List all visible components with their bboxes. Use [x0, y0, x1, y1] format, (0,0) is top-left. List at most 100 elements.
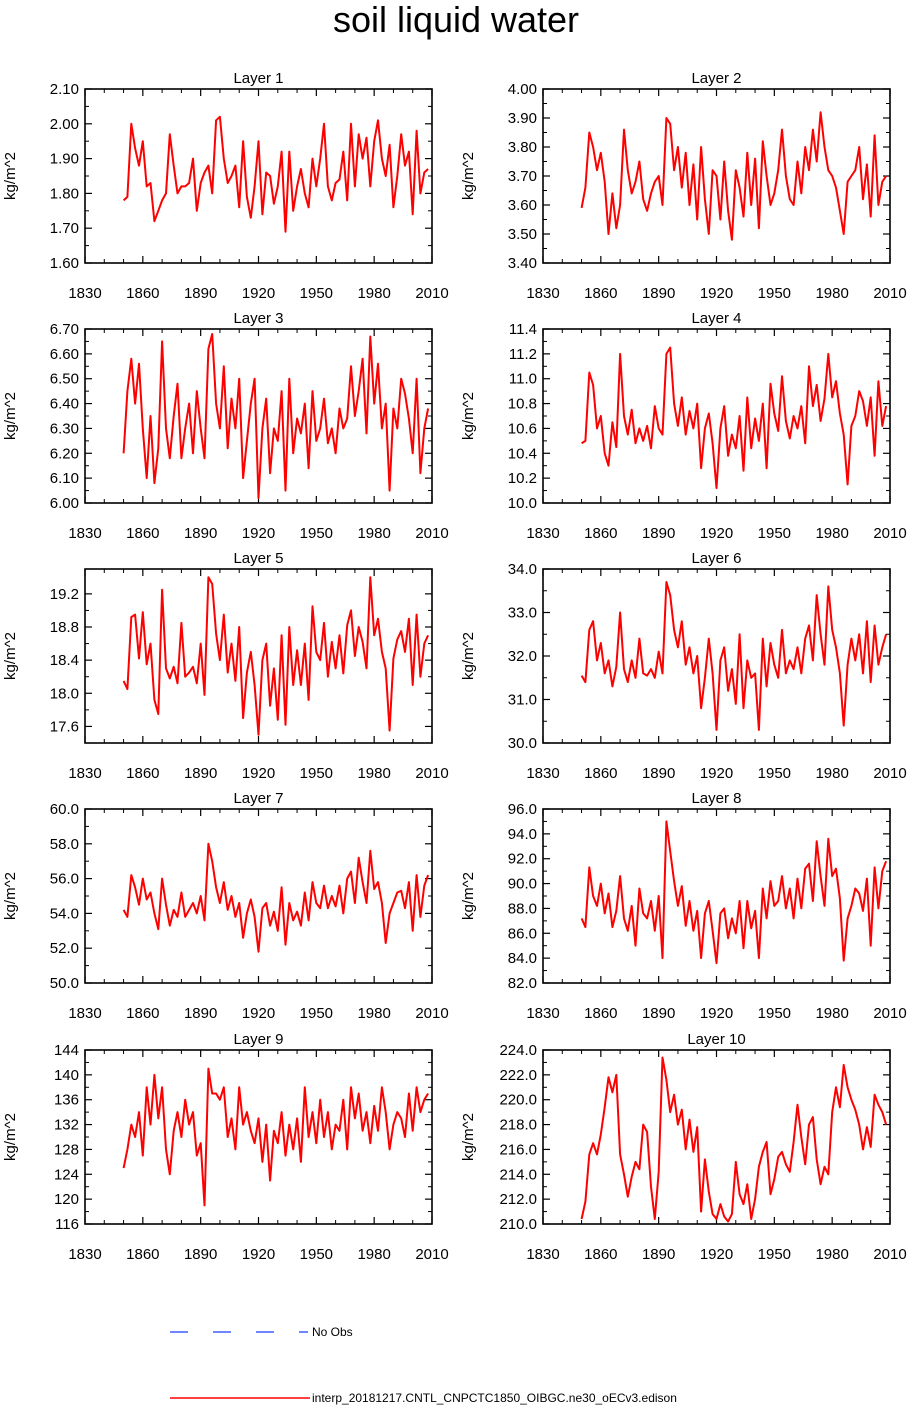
y-tick-label: 10.6: [508, 420, 537, 437]
y-tick-label: 50.0: [50, 975, 79, 992]
plot-frame: [542, 328, 891, 504]
y-tick-label: 4.00: [508, 81, 537, 98]
y-tick-label: 1.60: [50, 255, 79, 272]
x-tick-label: 1830: [526, 1005, 559, 1022]
x-tick-label: 1950: [300, 765, 333, 782]
x-tick-label: 2010: [873, 1005, 906, 1022]
chart-layer-9: Layer 9 kg/m^2 1830 1860 1890 1920 1950 1980 201…: [2, 1031, 449, 1263]
x-tick-label: 2010: [415, 525, 448, 542]
y-tick-label: 6.50: [50, 371, 79, 388]
plot-frame: [542, 568, 891, 744]
legend-model-swatch: [170, 1397, 310, 1399]
y-tick-label: 86.0: [508, 925, 537, 942]
x-tick-label: 1920: [242, 525, 275, 542]
x-tick-label: 1980: [815, 765, 848, 782]
chart-title: Layer 4: [691, 310, 741, 327]
y-tick-label: 82.0: [508, 975, 537, 992]
plot-frame: [84, 88, 433, 264]
x-tick-label: 1860: [126, 1005, 159, 1022]
y-tick-label: 6.10: [50, 470, 79, 487]
y-tick-label: 54.0: [50, 905, 79, 922]
y-tick-label: 1.80: [50, 185, 79, 202]
x-tick-label: 1830: [68, 765, 101, 782]
y-tick-label: 56.0: [50, 871, 79, 888]
y-tick-label: 128: [54, 1141, 79, 1158]
plot-frame: [84, 1049, 433, 1225]
chart-title: Layer 7: [233, 790, 283, 807]
x-tick-label: 2010: [873, 765, 906, 782]
y-tick-label: 132: [54, 1117, 79, 1134]
y-tick-label: 224.0: [499, 1042, 537, 1059]
y-tick-label: 58.0: [50, 836, 79, 853]
x-tick-label: 2010: [873, 1246, 906, 1263]
x-tick-label: 1980: [357, 285, 390, 302]
y-tick-label: 3.70: [508, 168, 537, 185]
x-tick-label: 1920: [242, 1246, 275, 1263]
plot-frame: [84, 808, 433, 984]
x-tick-label: 1860: [584, 1005, 617, 1022]
y-tick-label: 144: [54, 1042, 79, 1059]
y-tick-label: 116: [55, 1216, 79, 1233]
y-axis-label: kg/m^2: [2, 392, 19, 440]
x-tick-label: 1830: [526, 285, 559, 302]
x-tick-label: 1830: [68, 525, 101, 542]
legend-obs: No Obs: [170, 1322, 470, 1342]
chart-layer-4: Layer 4 kg/m^2 1830 1860 1890 1920 1950 1980 201…: [460, 310, 907, 542]
x-tick-label: 1950: [758, 1246, 791, 1263]
y-axis-label: kg/m^2: [460, 632, 477, 680]
x-tick-label: 1890: [184, 1246, 217, 1263]
x-tick-label: 1980: [815, 1005, 848, 1022]
x-tick-label: 1860: [584, 1246, 617, 1263]
data-series-line: [580, 581, 888, 731]
y-tick-label: 6.00: [50, 495, 79, 512]
x-tick-label: 1830: [68, 1246, 101, 1263]
x-tick-label: 1980: [815, 285, 848, 302]
y-axis-label: kg/m^2: [2, 632, 19, 680]
x-tick-label: 1890: [642, 1246, 675, 1263]
y-tick-label: 212.0: [499, 1191, 537, 1208]
y-tick-label: 140: [54, 1067, 79, 1084]
x-tick-label: 1980: [815, 525, 848, 542]
y-tick-label: 10.4: [508, 445, 537, 462]
y-tick-label: 32.0: [508, 648, 537, 665]
y-tick-label: 30.0: [508, 735, 537, 752]
chart-layer-7: Layer 7 kg/m^2 1830 1860 1890 1920 1950 1980 201…: [2, 790, 449, 1022]
y-tick-label: 60.0: [50, 801, 79, 818]
x-tick-label: 1860: [126, 285, 159, 302]
x-tick-label: 1830: [526, 525, 559, 542]
x-tick-label: 1860: [126, 525, 159, 542]
y-tick-label: 6.30: [50, 420, 79, 437]
x-tick-label: 1950: [300, 1246, 333, 1263]
data-series-line: [580, 820, 888, 965]
y-axis-label: kg/m^2: [460, 872, 477, 920]
x-tick-label: 1890: [642, 1005, 675, 1022]
legend-obs-swatch: [170, 1331, 308, 1333]
x-tick-label: 1890: [642, 285, 675, 302]
x-tick-label: 2010: [873, 525, 906, 542]
y-tick-label: 6.20: [50, 445, 79, 462]
chart-layer-8: Layer 8 kg/m^2 1830 1860 1890 1920 1950 1980 201…: [460, 790, 907, 1022]
x-tick-label: 2010: [415, 765, 448, 782]
x-tick-label: 1860: [584, 285, 617, 302]
x-tick-label: 1890: [184, 285, 217, 302]
chart-layer-3: Layer 3 kg/m^2 1830 1860 1890 1920 1950 1980 201…: [2, 310, 449, 542]
chart-layer-6: Layer 6 kg/m^2 1830 1860 1890 1920 1950 1980 201…: [460, 550, 907, 782]
plot-frame: [542, 1049, 891, 1225]
y-axis-label: kg/m^2: [2, 152, 19, 200]
x-tick-label: 1920: [700, 765, 733, 782]
x-tick-label: 2010: [873, 285, 906, 302]
x-tick-label: 1830: [68, 1005, 101, 1022]
x-tick-label: 2010: [415, 1005, 448, 1022]
data-series-line: [581, 346, 888, 490]
x-tick-label: 1980: [357, 525, 390, 542]
x-tick-label: 1980: [357, 765, 390, 782]
chart-title: Layer 5: [233, 550, 283, 567]
y-tick-label: 216.0: [499, 1141, 537, 1158]
x-tick-label: 1950: [758, 1005, 791, 1022]
y-tick-label: 136: [54, 1092, 79, 1109]
y-tick-label: 18.8: [50, 619, 79, 636]
plot-frame: [542, 88, 891, 264]
data-series-line: [122, 842, 430, 953]
y-tick-label: 222.0: [499, 1067, 537, 1084]
y-tick-label: 220.0: [499, 1092, 537, 1109]
